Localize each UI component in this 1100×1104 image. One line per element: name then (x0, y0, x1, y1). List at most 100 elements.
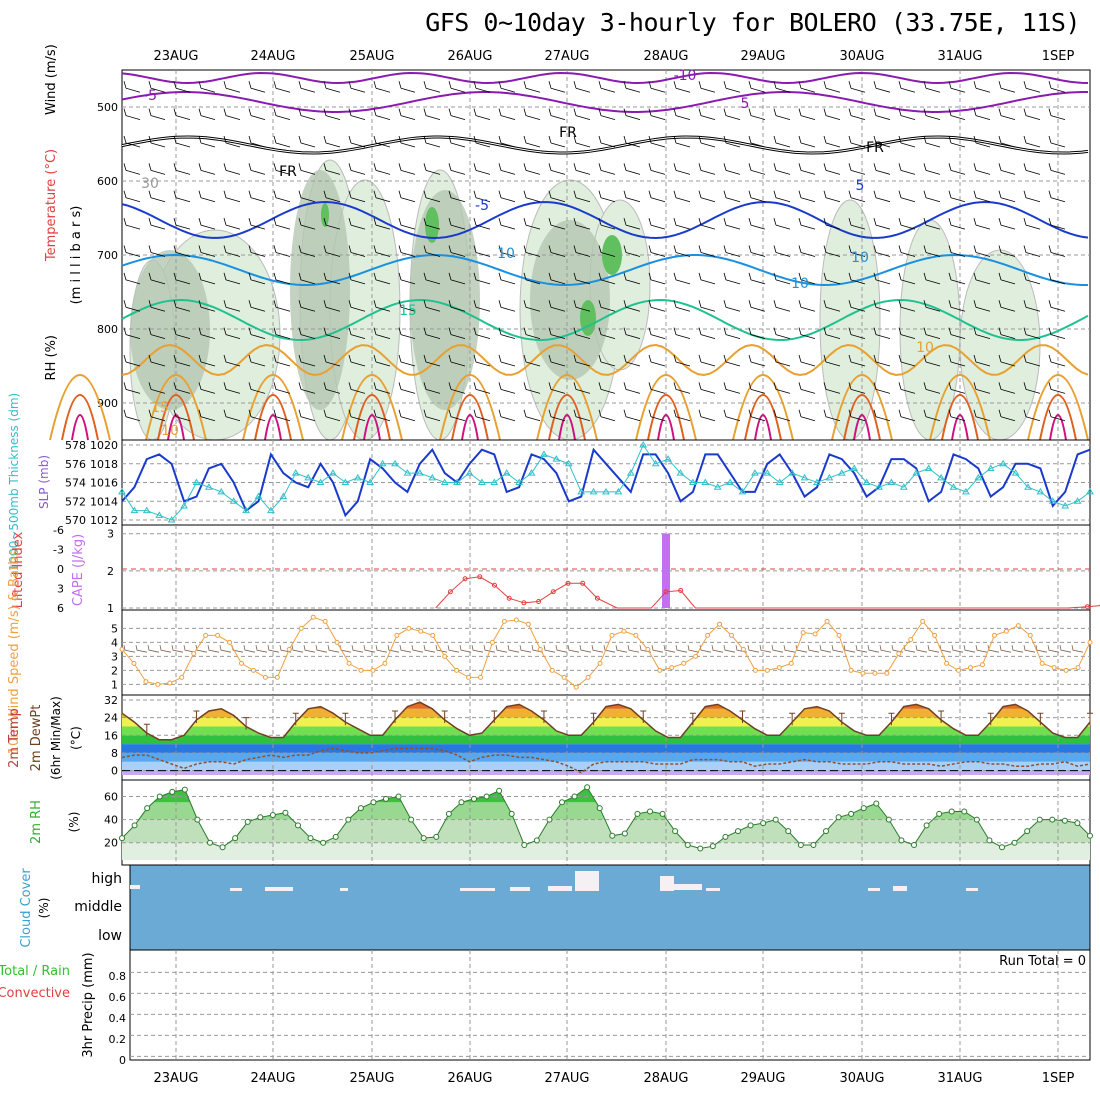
wind10-barb (435, 645, 448, 653)
wind-barb (948, 409, 966, 422)
wind-barb (223, 354, 241, 367)
wind-barb (823, 327, 841, 340)
wind-barb (323, 81, 341, 93)
wind-barb (1023, 272, 1041, 285)
wind-barb (473, 163, 491, 175)
temp-line (121, 701, 1091, 741)
lifted-ylabel: Lifted Index (11, 531, 26, 608)
wind-barb (273, 245, 291, 257)
wind-barb (373, 300, 391, 312)
thickness-point (837, 469, 846, 476)
rh-point (119, 835, 125, 842)
wind10-point (812, 631, 818, 637)
thickness-point (279, 492, 288, 500)
wind-barb (823, 108, 841, 120)
wind-barb (548, 354, 566, 367)
wind-barb (698, 300, 716, 312)
wind-barb (948, 108, 966, 120)
rh-point (244, 818, 251, 825)
wind-barb (598, 354, 616, 367)
wind-barb (1023, 163, 1041, 175)
wind-barb (648, 108, 666, 120)
wind10-point (501, 618, 507, 624)
wind-barb (973, 163, 991, 175)
wind10-point (669, 665, 675, 671)
rh-point (609, 832, 616, 839)
contour-label: 15 (151, 400, 169, 416)
wind10-barb (1011, 645, 1024, 653)
wind-barb (448, 81, 466, 93)
wind-barb (523, 327, 541, 340)
rh-point (471, 795, 477, 802)
rh-point (885, 816, 892, 823)
wind-barb (573, 217, 591, 230)
wind-barb (123, 272, 141, 285)
thickness-point (1011, 469, 1020, 476)
rh-point (533, 837, 540, 844)
wind10-point (824, 618, 830, 624)
cape-tick: 1 (107, 602, 114, 615)
lifted-point (580, 580, 586, 586)
wind10-barb (555, 645, 568, 653)
wind-barb (673, 135, 691, 148)
wind-barb (723, 382, 741, 394)
contour-label: 5 (741, 96, 750, 112)
wind-barb (423, 81, 441, 93)
wind-barb (123, 354, 141, 367)
wind-barb (723, 190, 741, 203)
wind-barb (248, 354, 266, 367)
thickness-point (602, 487, 610, 495)
top-date-label: 1SEP (1042, 49, 1075, 64)
precip-ylabel: 3hr Precip (mm) (81, 952, 96, 1057)
wind-barb (498, 163, 516, 175)
wind-barb (423, 272, 441, 285)
bottom-date-label: 26AUG (447, 1071, 492, 1086)
high-cloud-bar (230, 888, 242, 891)
wind10-barb (663, 645, 676, 653)
wind-barb (148, 409, 166, 422)
rh-point (697, 845, 704, 852)
contour-hot-arch (451, 394, 489, 441)
wind-barb (748, 409, 766, 422)
wind10-barb (831, 645, 844, 653)
wind-barb (298, 300, 316, 312)
rh-tick: 60 (104, 791, 118, 804)
wind-barb (298, 272, 316, 285)
wind-barb (1048, 272, 1066, 285)
precip-frame (129, 949, 1091, 1061)
lifted-tick: 3 (57, 583, 64, 596)
lifted-tick: 6 (57, 602, 64, 615)
wind-barb (748, 300, 766, 312)
minmax-bar (392, 710, 399, 724)
wind-barb (248, 327, 266, 340)
thickness-point (428, 473, 437, 481)
wind-barb (173, 272, 191, 285)
thickness-point (316, 478, 325, 485)
wind-barb (573, 108, 591, 120)
contour-label: FR (866, 140, 884, 156)
wind-barb (773, 409, 791, 422)
wind-barb (248, 245, 266, 257)
rh-point (1011, 839, 1018, 846)
wind-barb (248, 300, 266, 312)
wind-barb (623, 382, 641, 394)
wind-barb (398, 300, 416, 312)
wind-barb (448, 245, 466, 257)
thickness-point (924, 464, 933, 471)
contour-hot-arch (744, 394, 782, 441)
wind-barb (298, 108, 316, 120)
wind10-point (573, 684, 579, 690)
contour-warm-arch (536, 374, 598, 441)
wind10-point (418, 628, 424, 634)
wind-barb (173, 245, 191, 257)
wind-barb (148, 245, 166, 257)
wind-barb (548, 163, 566, 175)
rh-point (1049, 816, 1056, 823)
wind-barb (948, 245, 966, 257)
wind-barb (448, 354, 466, 367)
wind10-barb (747, 645, 760, 653)
rh-point (546, 816, 553, 823)
thickness-point (304, 473, 313, 481)
slp-ylabel: 1000~500mb Thickness (dm) (7, 393, 21, 571)
